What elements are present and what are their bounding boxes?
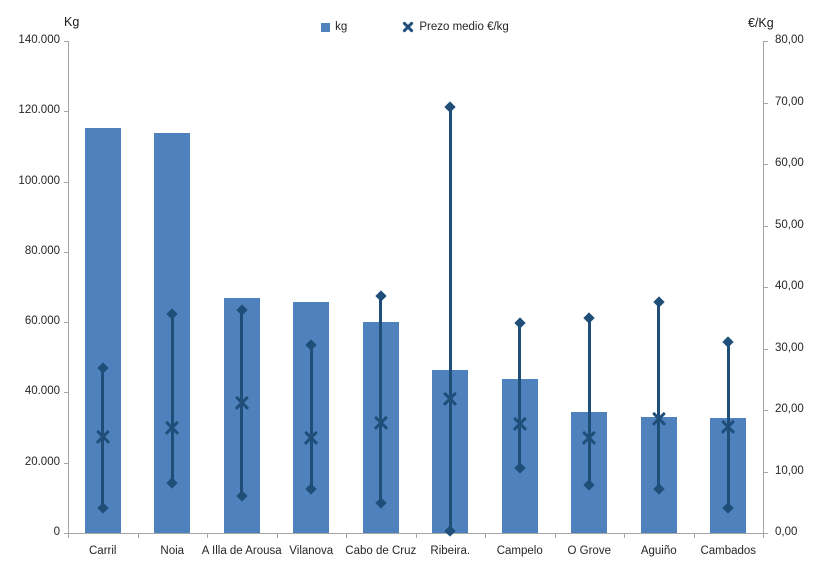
chart-legend: kg Prezo medio €/kg: [0, 21, 830, 33]
right-axis-tick: [764, 102, 768, 104]
price-mean-x-icon: [304, 430, 319, 445]
right-axis-tick-label: 60,00: [775, 157, 804, 169]
right-axis-tick-label: 30,00: [775, 341, 804, 354]
left-axis-tick: [64, 462, 68, 464]
x-axis-tick: [485, 534, 486, 538]
x-axis-category-label: Ribeira.: [430, 545, 471, 557]
price-range-line: [587, 317, 591, 486]
right-axis-tick: [764, 410, 768, 411]
price-high-diamond-icon: [444, 101, 456, 113]
price-mean-x-icon: [95, 430, 110, 445]
legend-item-kg: kg: [321, 21, 347, 33]
right-axis-tick: [764, 348, 768, 350]
left-axis-tick-label: 80.000: [24, 244, 60, 257]
left-axis-tick: [64, 181, 68, 183]
x-axis-tick: [137, 534, 139, 538]
right-axis-tick: [764, 471, 768, 473]
left-axis-tick-label: 140.000: [18, 34, 60, 46]
left-axis-title: Kg: [64, 15, 80, 29]
x-axis-tick: [763, 534, 764, 538]
legend-label-kg: kg: [335, 21, 348, 33]
price-mean-x-icon: [651, 411, 666, 426]
right-axis-tick-label: 80,00: [775, 34, 804, 46]
right-axis-tick: [764, 287, 768, 288]
right-axis-tick-label: 40,00: [775, 280, 804, 292]
price-range-line: [518, 322, 522, 469]
price-range-line: [309, 344, 313, 489]
right-axis-tick-label: 10,00: [775, 464, 804, 477]
x-axis-category-label: Aguiño: [640, 545, 677, 557]
x-axis-tick: [415, 534, 417, 538]
left-axis-tick: [64, 533, 68, 534]
x-axis-tick: [276, 534, 278, 538]
x-axis-category-label: Cambados: [700, 545, 757, 557]
left-axis-tick: [64, 392, 68, 394]
right-axis-tick-label: 50,00: [775, 218, 804, 231]
price-high-diamond-icon: [653, 296, 665, 309]
x-axis-category-label: Cabo de Cruz: [345, 545, 417, 557]
price-mean-x-icon: [443, 391, 458, 406]
right-axis-tick: [764, 41, 768, 42]
bottom-axis-line: [68, 533, 764, 534]
left-axis-tick-label: 40.000: [24, 385, 60, 398]
x-axis-tick: [68, 534, 69, 538]
price-high-diamond-icon: [583, 312, 595, 324]
x-axis-category-label: A Illa de Arousa: [201, 545, 282, 557]
x-axis-category-label: Carril: [89, 545, 117, 557]
right-axis-title: €/Kg: [748, 16, 774, 30]
left-axis-tick: [64, 111, 68, 113]
price-mean-x-icon: [373, 415, 388, 430]
price-high-diamond-icon: [514, 316, 526, 329]
legend-label-prezo-medio: Prezo medio €/kg: [419, 21, 509, 33]
price-mean-x-icon: [165, 420, 180, 435]
right-axis-tick: [764, 533, 768, 534]
right-axis-tick: [764, 225, 768, 227]
price-range-line: [448, 106, 452, 532]
left-axis-tick-label: 20.000: [24, 455, 60, 468]
x-axis-tick: [693, 534, 695, 538]
left-axis-tick-label: 0: [53, 526, 60, 538]
price-range-line: [170, 314, 174, 483]
left-axis-tick: [64, 41, 68, 42]
left-axis-tick: [64, 251, 68, 253]
left-axis-line: [68, 41, 69, 533]
price-high-diamond-icon: [722, 336, 734, 348]
x-axis-tick: [554, 534, 556, 538]
x-axis-category-label: O Grove: [567, 545, 611, 557]
x-axis-category-label: Vilanova: [289, 545, 334, 557]
x-axis-tick: [207, 534, 208, 538]
right-axis-tick: [764, 164, 768, 165]
right-axis-tick-label: 70,00: [775, 95, 804, 108]
x-axis-category-label: Campelo: [496, 545, 543, 557]
left-axis-tick-label: 100.000: [18, 174, 60, 187]
right-axis-tick-label: 0,00: [775, 526, 798, 538]
x-axis-tick: [624, 534, 625, 538]
price-high-diamond-icon: [375, 290, 387, 302]
x-axis-tick: [346, 534, 347, 538]
right-axis-tick-label: 20,00: [775, 403, 804, 415]
legend-item-prezo-medio: Prezo medio €/kg: [402, 21, 509, 33]
price-range-line: [379, 296, 383, 503]
left-axis-tick: [64, 322, 68, 324]
price-mean-x-icon: [234, 396, 249, 411]
price-range-line: [657, 302, 661, 489]
x-axis-category-label: Noia: [160, 545, 185, 557]
left-axis-tick-label: 60.000: [24, 315, 60, 328]
kg-series-square-icon: [321, 22, 331, 32]
price-mean-x-icon: [582, 431, 597, 446]
right-axis-line: [763, 41, 764, 533]
price-mean-x-icon: [721, 419, 736, 434]
left-axis-tick-label: 120.000: [18, 104, 60, 117]
price-mean-x-icon: [512, 417, 527, 432]
